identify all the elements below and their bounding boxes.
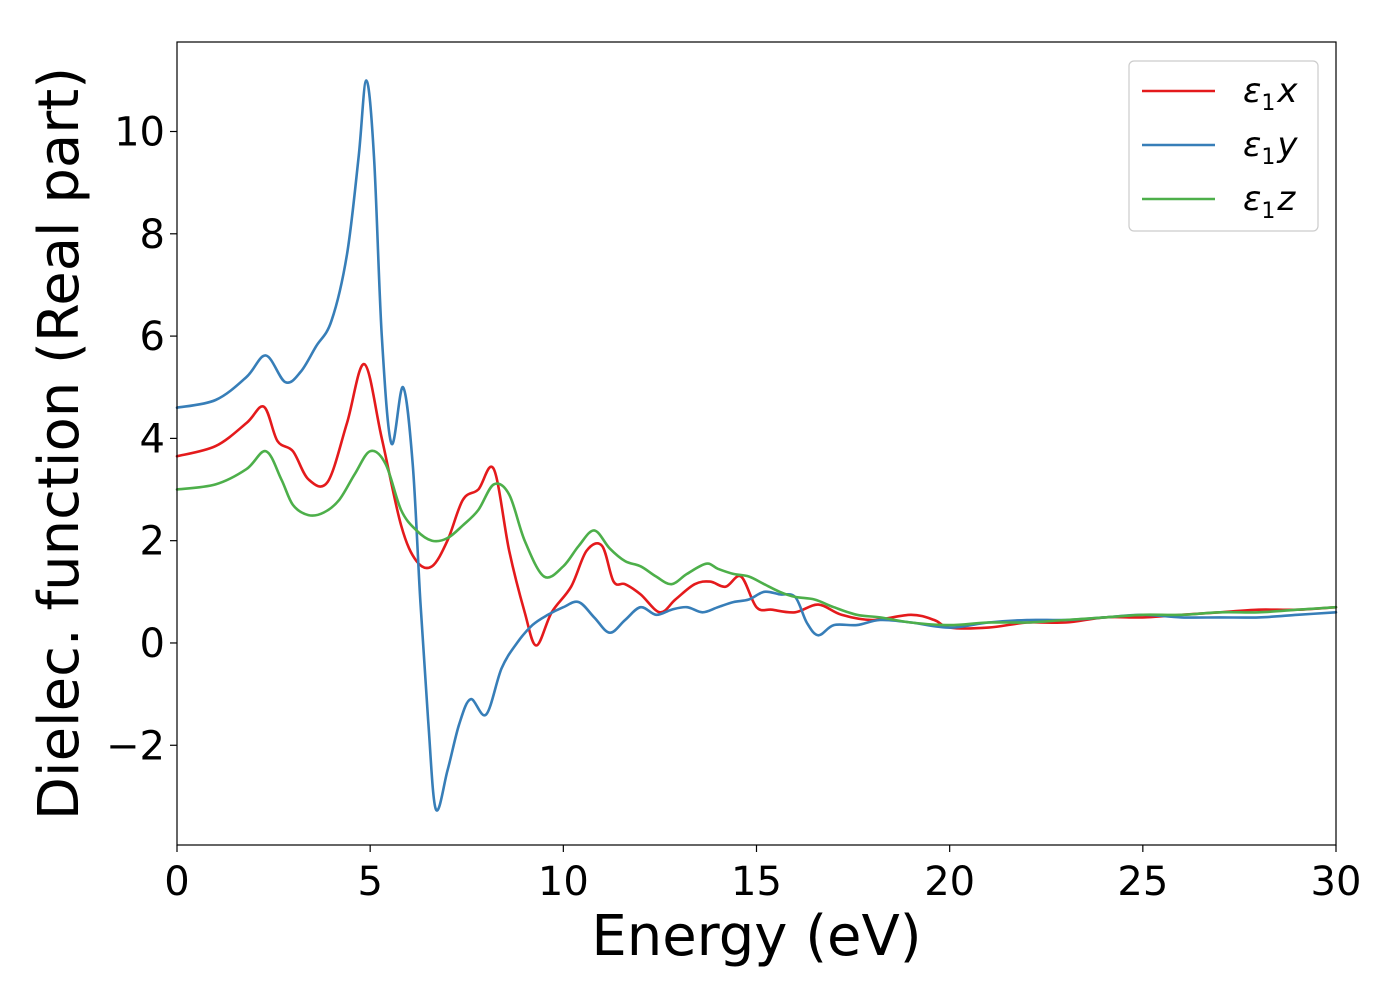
y-tick-label: 4 — [140, 416, 165, 462]
legend-symbol: ε — [1243, 71, 1261, 111]
legend-subscript: 1 — [1261, 145, 1275, 170]
x-axis-ticks: 0 5 10 15 20 25 30 — [164, 845, 1361, 905]
x-tick-label: 30 — [1311, 859, 1362, 905]
x-tick-label: 0 — [164, 859, 189, 905]
x-tick-label: 5 — [357, 859, 382, 905]
y-tick-label: 2 — [140, 519, 165, 565]
y-tick-label: 10 — [114, 110, 165, 156]
y-axis-label: Dielec. function (Real part) — [27, 67, 92, 820]
legend-subscript: 1 — [1261, 91, 1275, 116]
y-tick-label: −2 — [106, 723, 165, 769]
y-tick-label: 0 — [140, 621, 165, 667]
x-tick-label: 25 — [1117, 859, 1168, 905]
legend-variable: y — [1276, 125, 1298, 165]
x-tick-label: 20 — [924, 859, 975, 905]
series-line-z — [175, 449, 1338, 627]
legend-box — [1128, 60, 1319, 232]
legend-symbol: ε — [1243, 179, 1261, 219]
x-tick-label: 10 — [538, 859, 589, 905]
legend-variable: x — [1276, 71, 1298, 111]
y-tick-label: 6 — [140, 314, 165, 360]
y-axis-ticks: −2 0 2 4 6 8 10 — [106, 110, 177, 769]
x-axis-label: Energy (eV) — [591, 904, 921, 969]
series-lines — [175, 79, 1338, 812]
legend-variable: z — [1276, 179, 1296, 219]
legend-label-y: ε1y — [1243, 125, 1298, 170]
series-line-x — [175, 362, 1338, 647]
legend-symbol: ε — [1243, 125, 1261, 165]
x-tick-label: 15 — [731, 859, 782, 905]
legend-label-x: ε1x — [1243, 71, 1298, 116]
y-tick-label: 8 — [140, 212, 165, 258]
legend-subscript: 1 — [1261, 199, 1275, 224]
series-line-y — [175, 79, 1338, 812]
legend-label-z: ε1z — [1243, 179, 1296, 224]
